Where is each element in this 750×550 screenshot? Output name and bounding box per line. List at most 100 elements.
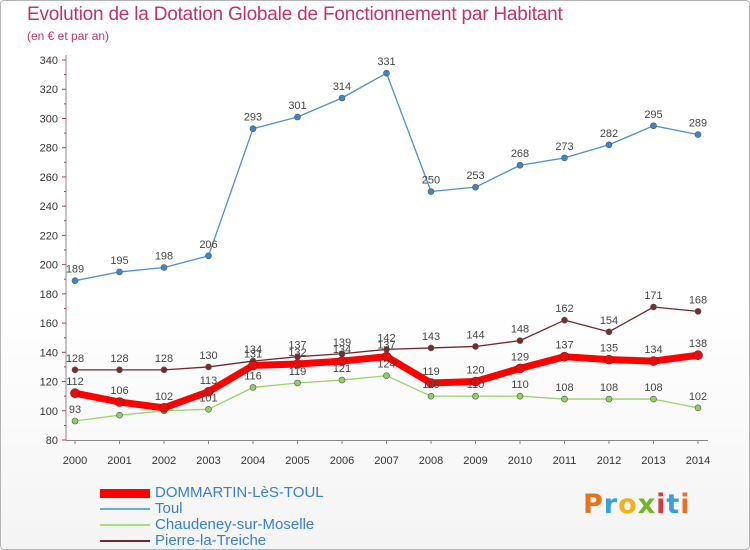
data-label: 206: [199, 239, 217, 251]
chart-subtitle: (en € et par an): [27, 29, 110, 43]
data-point: [71, 417, 79, 425]
legend-swatch-chaudeney: [100, 524, 150, 526]
data-label: 110: [467, 379, 485, 391]
data-label: 293: [244, 112, 262, 124]
data-label: 101: [199, 392, 217, 404]
legend-swatch-pierre: [100, 540, 150, 542]
data-point: [605, 141, 613, 149]
data-label: 135: [600, 343, 618, 355]
y-tick-label: 180: [40, 289, 58, 301]
data-label: 124: [377, 359, 395, 371]
data-point: [426, 378, 436, 388]
data-label: 137: [377, 340, 395, 352]
data-label: 132: [288, 347, 306, 359]
data-label: 144: [466, 329, 484, 341]
data-label: 116: [244, 370, 262, 382]
y-tick-label: 80: [46, 435, 58, 447]
data-point: [248, 360, 258, 371]
data-point: [693, 350, 703, 361]
data-label: 168: [689, 294, 707, 306]
logo-letter: P: [583, 489, 604, 520]
x-tick-label: 2005: [285, 455, 309, 467]
y-tick-label: 100: [40, 406, 58, 418]
data-label: 108: [600, 382, 618, 394]
legend-label-chaudeney: Chaudeney-sur-Moselle: [155, 516, 315, 533]
data-label: 137: [555, 340, 573, 352]
data-point: [383, 372, 390, 379]
legend-label-pierre: Pierre-la-Treiche: [155, 532, 267, 549]
data-point: [694, 131, 702, 138]
data-label: 162: [555, 303, 573, 315]
x-tick-label: 2004: [241, 455, 265, 467]
y-tick-label: 300: [40, 113, 58, 125]
x-tick-label: 2008: [419, 455, 443, 467]
chart-title: Evolution de la Dotation Globale de Fonc…: [27, 4, 563, 25]
data-point: [249, 125, 257, 132]
data-point: [516, 392, 524, 400]
x-tick-label: 2009: [463, 455, 487, 467]
data-label: 250: [422, 175, 440, 187]
data-label: 148: [511, 324, 529, 336]
data-point: [294, 113, 301, 121]
data-label: 102: [689, 391, 707, 403]
data-label: 128: [110, 353, 128, 365]
data-label: 331: [377, 56, 395, 68]
data-point: [472, 183, 479, 191]
data-label: 273: [555, 141, 573, 153]
data-label: 134: [644, 344, 662, 356]
data-label: 195: [110, 255, 128, 267]
data-point: [694, 404, 702, 412]
data-label: 143: [422, 331, 440, 343]
x-tick-label: 2010: [508, 455, 532, 467]
data-point: [70, 388, 80, 399]
data-point: [71, 366, 79, 374]
data-label: 134: [333, 344, 351, 356]
data-point: [205, 363, 212, 371]
data-label: 137: [288, 340, 306, 352]
data-label: 120: [466, 365, 484, 377]
data-point: [337, 356, 347, 366]
data-point: [604, 354, 614, 365]
data-label: 110: [422, 379, 440, 391]
data-label: 268: [511, 148, 529, 160]
data-point: [205, 406, 212, 413]
data-point: [160, 264, 168, 271]
y-tick-label: 120: [40, 377, 58, 389]
data-point: [381, 351, 392, 362]
data-point: [650, 303, 657, 311]
x-tick-label: 2003: [196, 455, 220, 467]
data-label: 198: [155, 251, 173, 263]
y-tick-label: 220: [40, 230, 58, 242]
x-tick-label: 2000: [63, 455, 87, 467]
data-point: [292, 359, 303, 369]
x-tick-label: 2002: [152, 455, 176, 467]
data-label: 110: [511, 379, 529, 391]
data-label: 128: [66, 353, 84, 365]
logo-letter: x: [637, 489, 657, 520]
data-point: [605, 395, 613, 403]
data-point: [427, 188, 435, 195]
data-point: [205, 252, 212, 260]
legend-swatch-dommartin: [100, 489, 150, 498]
data-point: [561, 316, 568, 324]
data-label: 112: [66, 376, 84, 388]
data-label: 253: [466, 170, 484, 182]
logo-letter: r: [603, 489, 619, 520]
data-point: [338, 94, 346, 102]
data-label: 282: [600, 128, 618, 140]
y-tick-label: 160: [40, 318, 58, 330]
data-label: 108: [644, 382, 662, 394]
y-tick-label: 140: [40, 347, 58, 359]
logo-letter: i: [680, 489, 691, 520]
data-point: [694, 308, 702, 315]
x-tick-label: 2006: [330, 455, 354, 467]
logo-letter: i: [656, 489, 667, 520]
data-label: 142: [377, 332, 395, 344]
data-point: [605, 328, 613, 336]
data-point: [561, 154, 568, 162]
data-point: [516, 161, 524, 169]
data-point: [427, 344, 435, 352]
data-point: [515, 363, 525, 374]
data-point: [116, 411, 123, 419]
data-point: [71, 277, 79, 284]
